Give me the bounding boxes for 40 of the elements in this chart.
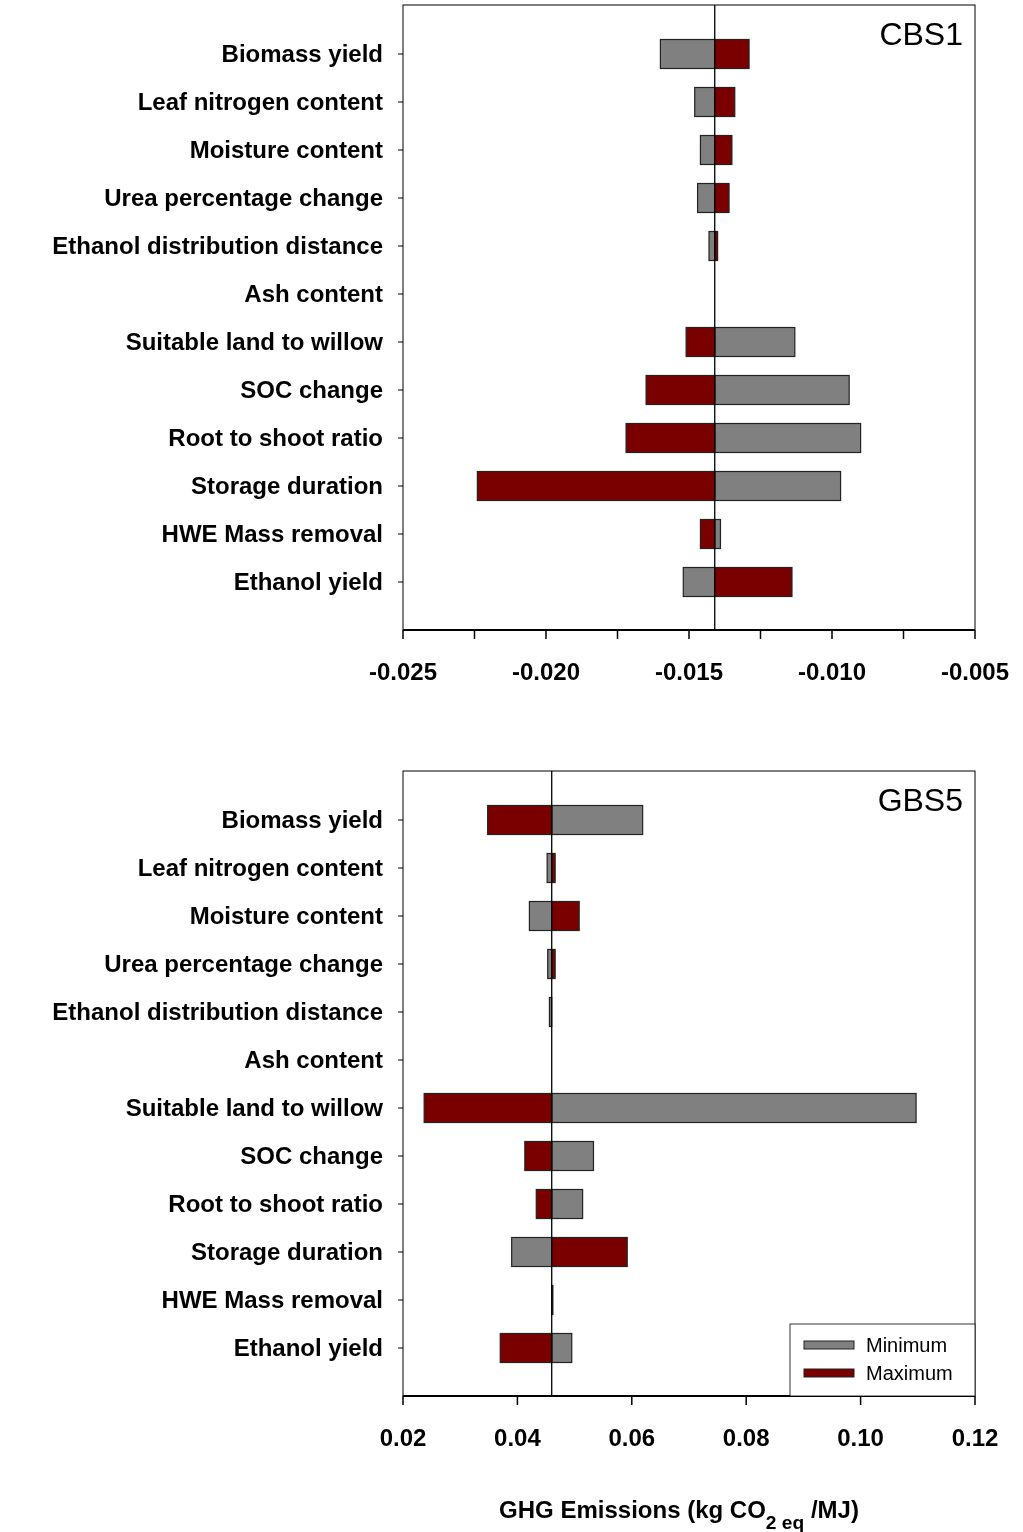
y-tick-label: Ash content — [244, 1046, 383, 1073]
x-tick-label: -0.025 — [368, 658, 438, 685]
y-tick-label: Ethanol yield — [233, 1334, 383, 1361]
y-tick-label: Leaf nitrogen content — [137, 88, 383, 115]
x-tick-label: 0.10 — [837, 1424, 884, 1451]
x-tick-label: 0.06 — [608, 1424, 656, 1451]
y-tick-label: Moisture content — [189, 902, 383, 929]
chart-title: GBS5 — [877, 782, 963, 818]
x-axis-title: GHG Emissions (kg CO$_{2 eq}$ /MJ) — [499, 1496, 859, 1532]
y-tick-label: SOC change — [240, 376, 383, 403]
x-tick-label: -0.015 — [654, 658, 724, 685]
y-tick-label: Storage duration — [190, 1238, 383, 1265]
legend-label: Maximum — [866, 1362, 953, 1384]
x-tick-label: 0.02 — [379, 1424, 427, 1451]
y-tick-label: Ethanol yield — [233, 568, 383, 595]
x-tick-label: -0.010 — [797, 658, 867, 685]
y-tick-label: Root to shoot ratio — [168, 1190, 383, 1217]
y-tick-label: Moisture content — [189, 136, 383, 163]
y-tick-label: HWE Mass removal — [161, 520, 383, 547]
y-tick-label: Root to shoot ratio — [168, 424, 383, 451]
y-tick-label: Biomass yield — [221, 806, 383, 833]
y-tick-label: Suitable land to willow — [125, 1094, 384, 1121]
y-tick-label: HWE Mass removal — [161, 1286, 383, 1313]
y-tick-label: Urea percentage change — [104, 184, 383, 211]
y-tick-label: Leaf nitrogen content — [137, 854, 383, 881]
x-tick-label: 0.08 — [722, 1424, 770, 1451]
y-tick-label: Ethanol distribution distance — [52, 998, 383, 1025]
y-tick-label: Storage duration — [190, 472, 383, 499]
legend-label: Minimum — [866, 1334, 948, 1356]
y-tick-label: Suitable land to willow — [125, 328, 384, 355]
y-tick-label: Biomass yield — [221, 40, 383, 67]
chart-title: CBS1 — [879, 16, 963, 52]
x-tick-label: -0.005 — [940, 658, 1010, 685]
y-tick-label: SOC change — [240, 1142, 383, 1169]
y-tick-label: Ash content — [244, 280, 383, 307]
y-tick-label: Urea percentage change — [104, 950, 383, 977]
x-tick-label: -0.020 — [511, 658, 581, 685]
x-tick-label: 0.04 — [494, 1424, 542, 1451]
x-tick-label: 0.12 — [951, 1424, 999, 1451]
y-tick-label: Ethanol distribution distance — [52, 232, 383, 259]
